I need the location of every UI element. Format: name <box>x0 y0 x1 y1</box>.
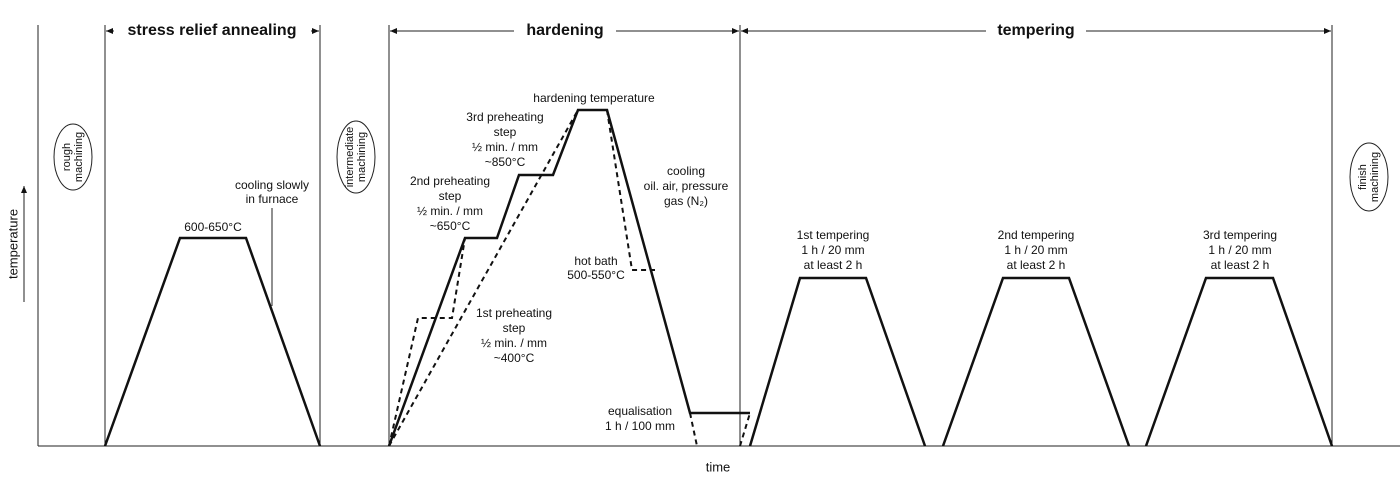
annotation: 500-550°C <box>567 268 625 282</box>
annotation: 2nd tempering <box>998 228 1075 242</box>
annotation: ½ min. / mm <box>472 140 538 154</box>
tempering-curve <box>1144 276 1334 447</box>
annotation: ½ min. / mm <box>417 204 483 218</box>
annealing-curve <box>103 236 322 447</box>
label-bg <box>114 20 311 42</box>
label-bg <box>514 20 616 42</box>
cooling-dashed <box>689 412 698 447</box>
annotation: 1st preheating <box>476 306 552 320</box>
annotation: ~400°C <box>494 351 535 365</box>
annotation: gas (N₂) <box>664 194 708 208</box>
annotation: at least 2 h <box>1007 258 1066 272</box>
side-label: machining <box>356 132 368 182</box>
annotation: step <box>439 189 462 203</box>
annotation: step <box>503 321 526 335</box>
annotation: at least 2 h <box>804 258 863 272</box>
annotation: at least 2 h <box>1211 258 1270 272</box>
annotation: 1 h / 20 mm <box>801 243 864 257</box>
hardening-curve <box>387 108 750 447</box>
annotation: step <box>494 125 517 139</box>
annotation: hot bath <box>574 254 617 268</box>
annotation: equalisation <box>608 404 672 418</box>
annotation: ~650°C <box>430 219 471 233</box>
annotation: in furnace <box>246 192 299 206</box>
side-label: rough <box>61 143 73 171</box>
side-label: finish <box>1357 164 1369 190</box>
side-label: intermediate <box>344 127 356 188</box>
axis-label: temperature <box>5 209 20 279</box>
transition-dashed <box>739 412 751 447</box>
section-title: tempering <box>997 22 1074 39</box>
annotation: oil. air, pressure <box>644 179 729 193</box>
tempering-curve <box>941 276 1131 447</box>
tempering-curve <box>748 276 927 447</box>
annotation: ½ min. / mm <box>481 336 547 350</box>
annotation: cooling slowly <box>235 178 309 192</box>
direct-dashed <box>388 109 579 447</box>
annotation: cooling <box>667 164 705 178</box>
annotation: 1 h / 100 mm <box>605 419 675 433</box>
annotation: 3rd preheating <box>466 110 543 124</box>
section-title: stress relief annealing <box>128 22 297 39</box>
preheat-dashed <box>388 237 466 447</box>
annotation: hardening temperature <box>533 91 655 105</box>
label-bg <box>986 20 1086 42</box>
annotation: 1 h / 20 mm <box>1004 243 1067 257</box>
side-label: machining <box>73 132 85 182</box>
section-title: hardening <box>526 22 603 39</box>
annotation: 600-650°C <box>184 220 242 234</box>
annotation: 1st tempering <box>797 228 870 242</box>
annotation: 3rd tempering <box>1203 228 1277 242</box>
side-label: machining <box>1369 152 1381 202</box>
machining-ellipse <box>336 120 376 194</box>
axis-label: time <box>706 459 731 474</box>
machining-ellipse <box>53 123 93 191</box>
annotation: ~850°C <box>485 155 526 169</box>
machining-ellipse <box>1349 142 1389 212</box>
annotation: 1 h / 20 mm <box>1208 243 1271 257</box>
annotation: 2nd preheating <box>410 174 490 188</box>
